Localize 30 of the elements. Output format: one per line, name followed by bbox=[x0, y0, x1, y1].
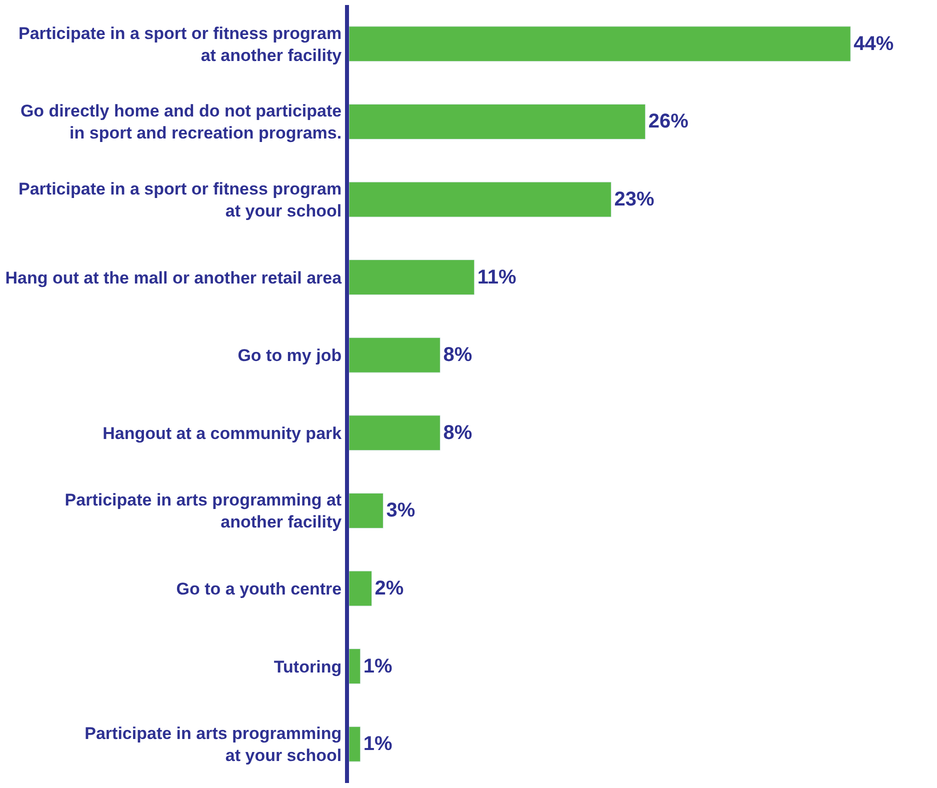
y-tick-label: Go to my job bbox=[238, 346, 342, 366]
bar bbox=[349, 726, 361, 762]
bar bbox=[349, 648, 361, 684]
y-tick-label: Participate in a sport or fitness program at your school bbox=[18, 179, 342, 220]
data-label: 1% bbox=[363, 655, 393, 678]
bar bbox=[349, 337, 440, 373]
y-tick-label: Go to a youth centre bbox=[176, 579, 342, 598]
data-label: 26% bbox=[648, 110, 689, 133]
bar bbox=[349, 415, 440, 451]
y-tick-label: Participate in arts programming at another facility bbox=[64, 490, 342, 532]
data-label: 8% bbox=[443, 344, 472, 366]
y-tick-label: Tutoring bbox=[274, 657, 342, 676]
data-label: 23% bbox=[614, 188, 654, 211]
y-tick-label: Participate in arts programming at your school bbox=[84, 724, 342, 766]
bar bbox=[349, 26, 851, 62]
bar bbox=[349, 570, 372, 606]
data-label: 2% bbox=[374, 578, 404, 600]
data-label: 1% bbox=[363, 733, 393, 756]
y-tick-label: Participate in a sport or fitness program at another facility bbox=[18, 24, 342, 65]
bar bbox=[349, 260, 475, 296]
data-label: 44% bbox=[854, 32, 894, 55]
bar bbox=[349, 104, 646, 140]
y-tick-label: Hangout at a community park bbox=[102, 424, 342, 443]
data-label: 11% bbox=[477, 266, 517, 288]
bar bbox=[349, 492, 384, 528]
y-tick-label: Go directly home and do not participate in sport and recreation programs. bbox=[20, 102, 342, 143]
bar bbox=[349, 182, 612, 218]
data-label: 8% bbox=[443, 422, 472, 444]
data-label: 3% bbox=[386, 500, 416, 522]
y-tick-label: Hang out at the mall or another retail area bbox=[5, 268, 342, 288]
